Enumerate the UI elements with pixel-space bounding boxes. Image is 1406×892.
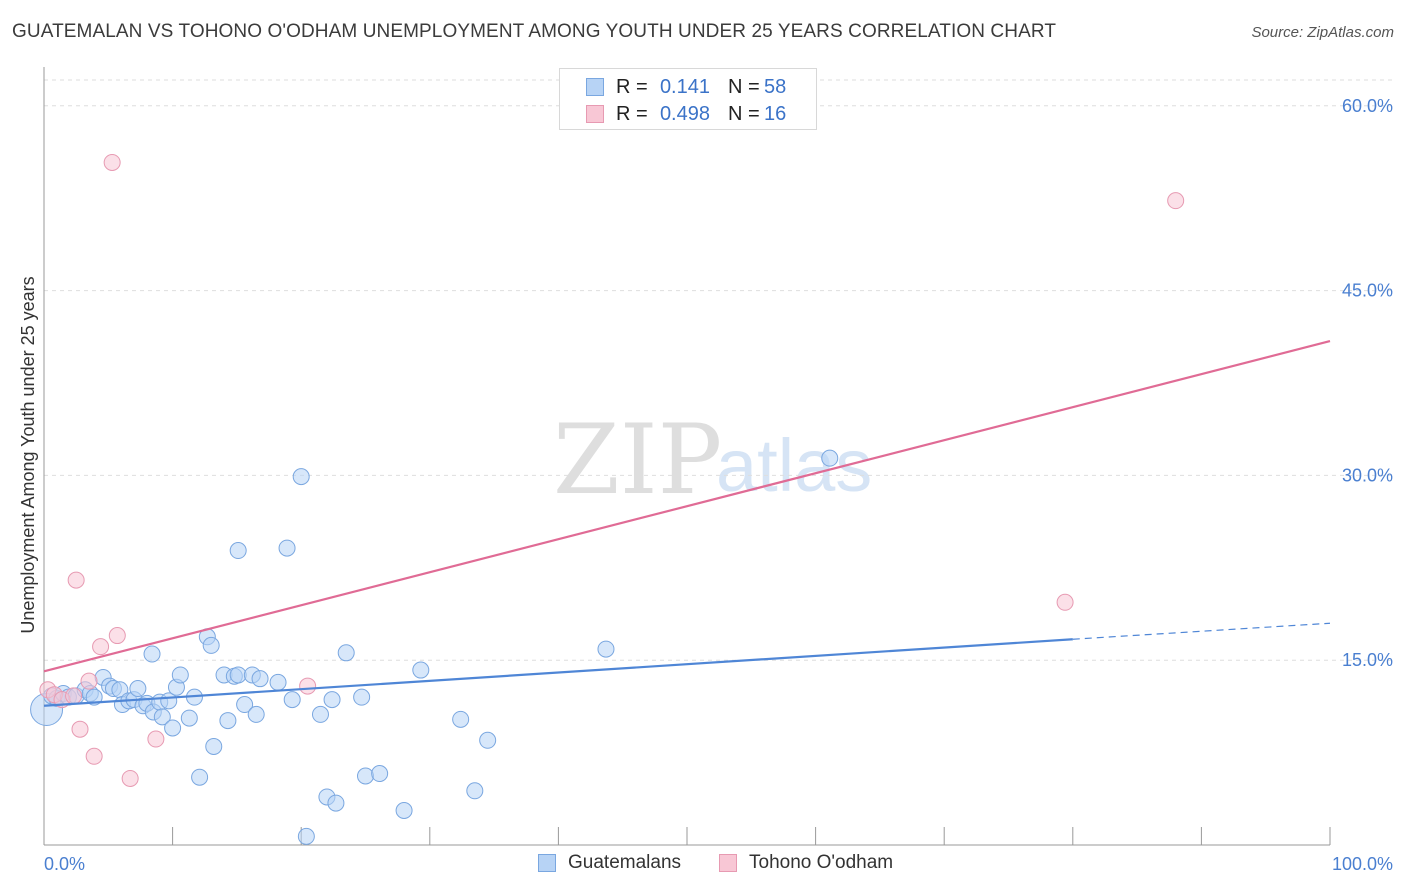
legend-row-tohono: R = 0.498 N = 16 <box>586 101 786 127</box>
tohono-point <box>65 687 83 705</box>
guatemalans-point <box>395 802 413 820</box>
guatemalans-point <box>180 709 198 727</box>
guatemalans-point <box>247 705 265 723</box>
bottom-legend-label: Guatemalans <box>568 852 682 873</box>
tohono-point <box>71 720 89 738</box>
guatemalans-point <box>283 691 301 709</box>
guatemalans-trend-extension <box>1072 622 1331 640</box>
guatemalans-point <box>153 708 171 726</box>
guatemalans-point <box>278 539 296 557</box>
chart-source: Source: ZipAtlas.com <box>1251 24 1394 41</box>
bottom-legend-tohono: Tohono O'odham <box>719 852 893 874</box>
gridlines <box>44 79 1394 661</box>
legend-n-value: 16 <box>764 102 787 125</box>
tohono-point <box>67 571 85 589</box>
guatemalans-point <box>236 696 254 714</box>
legend-row-guatemalans: R = 0.141 N = 58 <box>586 74 786 100</box>
chart-title: GUATEMALAN VS TOHONO O'ODHAM UNEMPLOYMEN… <box>12 21 1057 42</box>
guatemalans-point <box>269 673 287 691</box>
bottom-legend-swatch-guatemalans <box>538 854 556 872</box>
guatemalans-point <box>229 666 247 684</box>
tohono-point <box>92 638 110 656</box>
x-tick-label: 100.0% <box>1332 854 1393 874</box>
guatemalans-point <box>143 645 161 663</box>
guatemalans-point <box>171 666 189 684</box>
guatemalans-point <box>229 542 247 560</box>
legend-r-value: 0.141 <box>659 75 710 98</box>
guatemalans-point <box>292 468 310 486</box>
x-tick-label: 0.0% <box>44 854 85 874</box>
legend-r-value: 0.498 <box>659 102 710 125</box>
tohono-point <box>80 672 98 690</box>
guatemalans-point <box>323 691 341 709</box>
tohono-point <box>103 153 121 171</box>
guatemalans-point <box>219 712 237 730</box>
tohono-point <box>121 769 139 787</box>
guatemalans-point <box>466 782 484 800</box>
legend-r-label: R = <box>616 75 648 98</box>
y-tick-label: 30.0% <box>1342 465 1393 485</box>
y-tick-label: 60.0% <box>1342 96 1393 116</box>
guatemalans-point <box>205 737 223 755</box>
tohono-point <box>147 730 165 748</box>
guatemalans-point <box>353 688 371 706</box>
guatemalans-point <box>191 768 209 786</box>
stats-legend: R = 0.141 N = 58 R = 0.498 N = 16 <box>559 68 817 130</box>
y-tick-labels: 15.0% 30.0% 45.0% 60.0% <box>1342 96 1393 670</box>
tohono-point <box>1167 192 1185 210</box>
legend-n-value: 58 <box>764 75 787 98</box>
tohono-point <box>108 627 126 645</box>
guatemalans-point <box>412 661 430 679</box>
x-tick-labels: 0.0% 100.0% <box>44 854 1393 874</box>
tohono-points <box>39 153 1185 787</box>
guatemalans-point <box>251 670 269 688</box>
y-tick-label: 15.0% <box>1342 650 1393 670</box>
legend-swatch-tohono <box>586 105 604 123</box>
bottom-legend-guatemalans: Guatemalans <box>538 852 681 874</box>
guatemalans-point <box>597 640 615 658</box>
guatemalans-point <box>297 827 315 845</box>
legend-n-label: N = <box>728 75 760 98</box>
guatemalans-point <box>164 719 182 737</box>
guatemalans-trend-line <box>43 638 1073 707</box>
watermark-zip: ZIP <box>553 404 722 516</box>
legend-swatch-guatemalans <box>586 78 604 96</box>
guatemalans-point <box>821 449 839 467</box>
legend-r-label: R = <box>616 102 648 125</box>
bottom-legend-swatch-tohono <box>719 854 737 872</box>
guatemalans-point <box>337 644 355 662</box>
guatemalans-point <box>85 688 103 706</box>
tohono-point <box>1056 593 1074 611</box>
tohono-point <box>299 677 317 695</box>
y-tick-label: 45.0% <box>1342 281 1393 301</box>
trend-lines <box>43 340 1331 707</box>
guatemalans-point <box>327 794 345 812</box>
tohono-trend-line <box>43 340 1331 673</box>
y-axis-label: Unemployment Among Youth under 25 years <box>18 276 38 633</box>
tohono-point <box>85 747 103 765</box>
guatemalans-point <box>202 636 220 654</box>
guatemalans-point <box>452 710 470 728</box>
guatemalans-point <box>479 731 497 749</box>
guatemalans-point <box>371 765 389 783</box>
guatemalans-point <box>129 680 147 698</box>
guatemalans-point <box>311 705 329 723</box>
bottom-legend-label: Tohono O'odham <box>749 852 894 873</box>
guatemalans-point <box>357 767 374 785</box>
legend-n-label: N = <box>728 102 760 125</box>
